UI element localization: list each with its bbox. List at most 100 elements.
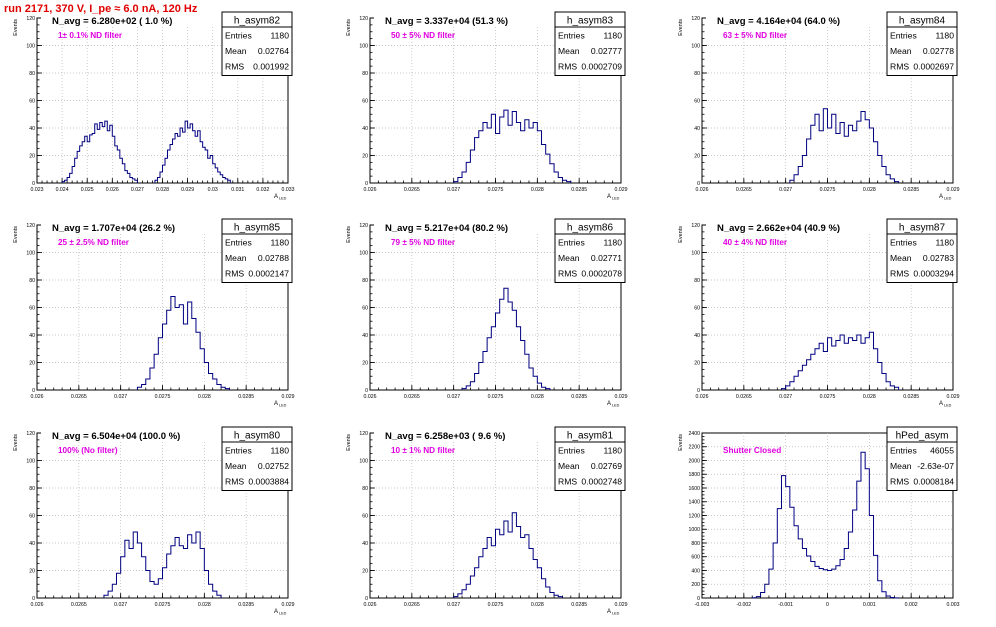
- stats-frame: [221, 426, 293, 491]
- y-tick-label: 40: [362, 541, 368, 547]
- x-tick-label: 0.027: [114, 602, 127, 608]
- x-tick-label: 0.026: [696, 187, 709, 193]
- x-tick-label: 0.028: [531, 602, 544, 608]
- n-avg-box: [706, 12, 888, 27]
- filter-note: 100% (No filter): [58, 446, 118, 455]
- n-avg-box: [374, 219, 556, 234]
- x-axis-label: ALED: [607, 609, 620, 616]
- filter-note: Shutter Closed: [723, 446, 781, 455]
- x-tick-label: 0.027: [114, 394, 127, 400]
- histogram-bars: [453, 109, 572, 183]
- x-tick-label: 0.0275: [155, 602, 171, 608]
- stats-value: 1180: [271, 238, 290, 248]
- panel-h_asym82: 0.023 0.024 0.025 0.026 0.027 0.028 0.029 0.03 0…: [13, 11, 295, 201]
- stats-frame: [886, 218, 958, 283]
- y-axis-label: Events: [346, 226, 352, 243]
- stats-title: hPed_asym: [896, 431, 949, 442]
- x-tick-label: 0.028: [863, 394, 876, 400]
- stats-value: 0.02778: [923, 46, 954, 56]
- y-tick-label: 40: [694, 333, 700, 339]
- stats-frame: [554, 11, 626, 76]
- x-tick-label: 0.0275: [155, 394, 171, 400]
- x-axis-label: ALED: [939, 401, 952, 408]
- stats-key: Entries: [225, 238, 252, 248]
- panel-h_asym86: 0.026 0.0265 0.027 0.0275 0.028 0.0285 0.029 0 2…: [346, 218, 628, 408]
- histogram-bars: [461, 287, 551, 390]
- filter-note: 1± 0.1% ND filter: [58, 31, 123, 40]
- stats-value: 46055: [930, 446, 954, 456]
- x-tick-label: 0.0265: [71, 602, 87, 608]
- x-tick-label: 0.0285: [571, 187, 587, 193]
- y-tick-label: 100: [691, 43, 700, 49]
- y-tick-label: 0: [697, 596, 700, 602]
- y-tick-label: 0: [365, 388, 368, 394]
- y-tick-label: 80: [362, 486, 368, 492]
- filter-note: 25 ± 2.5% ND filter: [58, 238, 130, 247]
- stats-key: RMS: [558, 269, 577, 279]
- stats-key: RMS: [225, 62, 244, 72]
- x-axis-label: ALED: [274, 401, 287, 408]
- x-tick-label: 0.001: [863, 602, 876, 608]
- y-tick-label: 0: [697, 388, 700, 394]
- stats-value: 1180: [936, 238, 955, 248]
- stats-value: 1180: [604, 238, 623, 248]
- x-tick-label: 0.028: [198, 602, 211, 608]
- stats-key: Entries: [558, 446, 585, 456]
- x-axis-label: ALED: [274, 194, 287, 201]
- x-tick-label: -0.001: [778, 602, 793, 608]
- x-tick-label: 0.027: [447, 187, 460, 193]
- x-tick-label: 0.0285: [571, 394, 587, 400]
- stats-value: 0.0003294: [913, 269, 954, 279]
- y-tick-label: 800: [691, 541, 700, 547]
- y-tick-label: 120: [26, 16, 35, 22]
- y-tick-label: 100: [26, 43, 35, 49]
- n-avg-label: N_avg = 2.662e+04 (40.9 %): [717, 223, 840, 234]
- x-tick-label: 0.033: [282, 187, 295, 193]
- x-tick-label: 0.025: [81, 187, 94, 193]
- y-tick-label: 120: [691, 223, 700, 229]
- y-tick-label: 1400: [688, 500, 700, 506]
- panel-h_asym84: 0.026 0.0265 0.027 0.0275 0.028 0.0285 0.029 0 2…: [678, 11, 960, 201]
- x-tick-label: 0.028: [531, 394, 544, 400]
- stats-value: 0.02752: [258, 461, 289, 471]
- x-tick-label: 0.029: [615, 187, 628, 193]
- y-tick-label: 20: [29, 153, 35, 159]
- y-tick-label: 60: [694, 305, 700, 311]
- y-tick-label: 60: [362, 305, 368, 311]
- filter-note: 79 ± 5% ND filter: [391, 238, 456, 247]
- x-tick-label: 0.031: [231, 187, 244, 193]
- y-tick-label: 60: [29, 513, 35, 519]
- y-tick-label: 0: [365, 181, 368, 187]
- stats-frame: [886, 426, 958, 491]
- y-tick-label: 60: [29, 98, 35, 104]
- n-avg-label: N_avg = 3.337e+04 (51.3 %): [385, 16, 508, 27]
- filter-note: 63 ± 5% ND filter: [723, 31, 788, 40]
- n-avg-box: [41, 12, 223, 27]
- y-tick-label: 100: [359, 458, 368, 464]
- x-tick-label: 0.0265: [71, 394, 87, 400]
- panel-h_asym81: 0.026 0.0265 0.027 0.0275 0.028 0.0285 0.029 0 2…: [346, 426, 628, 616]
- x-tick-label: 0.028: [198, 394, 211, 400]
- x-tick-label: 0.029: [947, 187, 960, 193]
- stats-value: 0.02764: [258, 46, 289, 56]
- x-tick-label: 0.0265: [404, 602, 420, 608]
- x-tick-label: 0.027: [447, 394, 460, 400]
- stats-key: RMS: [225, 269, 244, 279]
- panel-h_asym87: 0.026 0.0265 0.027 0.0275 0.028 0.0285 0.029 0 2…: [678, 218, 960, 408]
- x-tick-label: 0.0285: [238, 394, 254, 400]
- y-axis-label: Events: [678, 226, 684, 243]
- x-tick-label: 0.0275: [820, 187, 836, 193]
- x-tick-label: 0.027: [779, 187, 792, 193]
- stats-frame: [886, 11, 958, 76]
- y-tick-label: 600: [691, 555, 700, 561]
- stats-value: 1180: [936, 31, 955, 41]
- y-tick-label: 120: [359, 223, 368, 229]
- stats-value: 0.02788: [258, 253, 289, 263]
- y-tick-label: 0: [32, 596, 35, 602]
- y-tick-label: 0: [365, 596, 368, 602]
- x-tick-label: 0.026: [696, 394, 709, 400]
- stats-title: h_asym87: [899, 223, 946, 234]
- stats-frame: [221, 218, 293, 283]
- stats-key: Mean: [890, 46, 912, 56]
- stats-key: Entries: [558, 31, 585, 41]
